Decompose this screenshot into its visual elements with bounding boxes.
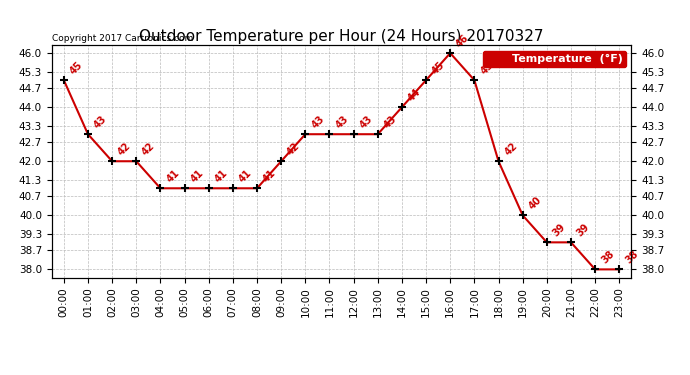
- Text: 41: 41: [189, 168, 206, 184]
- Text: 42: 42: [503, 141, 520, 157]
- Text: 46: 46: [455, 32, 471, 49]
- Text: 42: 42: [141, 141, 157, 157]
- Text: 41: 41: [213, 168, 230, 184]
- Text: 43: 43: [382, 113, 399, 130]
- Text: 38: 38: [624, 249, 640, 265]
- Text: 39: 39: [551, 222, 568, 238]
- Text: 45: 45: [431, 59, 447, 76]
- Text: 41: 41: [262, 168, 278, 184]
- Text: 45: 45: [68, 59, 85, 76]
- Text: Copyright 2017 Cartronics.com: Copyright 2017 Cartronics.com: [52, 34, 193, 43]
- Text: 45: 45: [479, 59, 495, 76]
- Legend: Temperature  (°F): Temperature (°F): [483, 51, 626, 68]
- Text: 42: 42: [286, 141, 302, 157]
- Text: 40: 40: [527, 195, 544, 211]
- Text: 43: 43: [334, 113, 351, 130]
- Text: 43: 43: [92, 113, 109, 130]
- Text: 44: 44: [406, 86, 423, 103]
- Text: 43: 43: [358, 113, 375, 130]
- Text: 42: 42: [117, 141, 133, 157]
- Text: 39: 39: [575, 222, 592, 238]
- Text: 41: 41: [165, 168, 181, 184]
- Title: Outdoor Temperature per Hour (24 Hours) 20170327: Outdoor Temperature per Hour (24 Hours) …: [139, 29, 544, 44]
- Text: 38: 38: [600, 249, 616, 265]
- Text: 43: 43: [310, 113, 326, 130]
- Text: 41: 41: [237, 168, 254, 184]
